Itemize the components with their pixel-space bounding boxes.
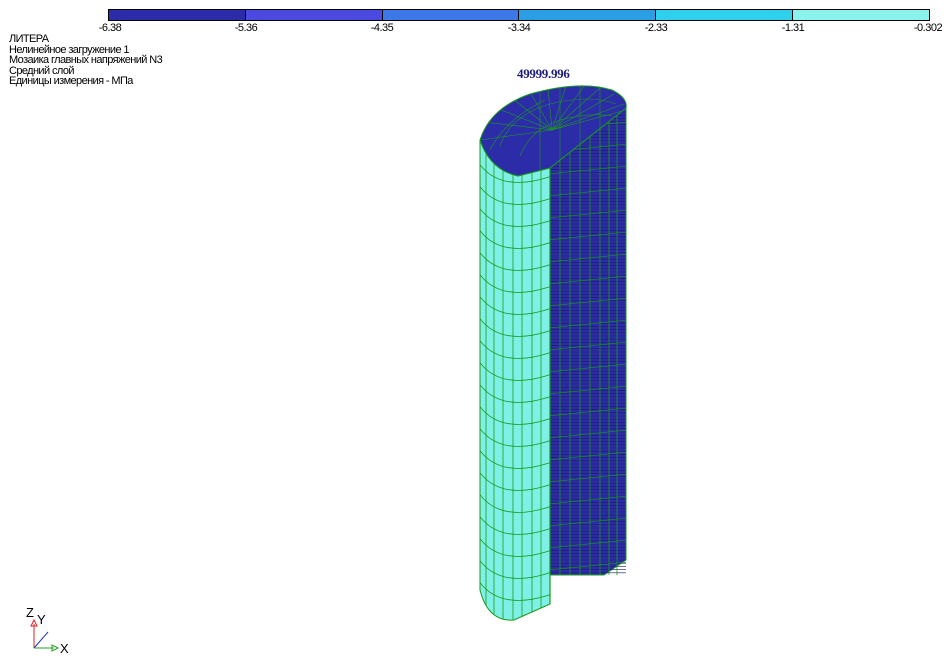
top-cap-face	[479, 85, 627, 177]
y-axis-line	[33, 631, 49, 649]
z-axis-arrow-icon	[30, 618, 38, 627]
legend-segment	[519, 10, 657, 20]
legend-segment	[656, 10, 794, 20]
legend-value: -4.35	[370, 22, 394, 34]
legend-value: -0.302	[913, 22, 943, 34]
legend-value: -1.31	[781, 22, 805, 34]
legend-value: -2.33	[644, 22, 668, 34]
layer-name: Средний слой	[9, 64, 74, 77]
y-axis-label: Y	[37, 612, 46, 627]
z-axis-label: Z	[26, 605, 34, 620]
legend-value: -5.36	[234, 22, 258, 34]
result-info-block: ЛИТЕРА Нелинейное загружение 1 Мозаика г…	[9, 33, 163, 87]
legend-segment	[109, 10, 246, 20]
legend-segment	[245, 10, 383, 20]
x-axis-label: X	[60, 641, 69, 656]
legend-segment	[382, 10, 520, 20]
x-axis-arrow-icon	[51, 644, 60, 652]
legend-segment	[793, 10, 929, 20]
units-label: Единицы измерения - МПа	[9, 75, 133, 87]
color-scale-bar	[108, 9, 930, 21]
load-case: Нелинейное загружение 1	[9, 43, 130, 56]
front-flat-face	[549, 100, 627, 576]
project-name: ЛИТЕРА	[9, 33, 49, 45]
outer-curved-face	[479, 139, 551, 621]
legend-value: -3.34	[507, 22, 531, 34]
legend-value: -6.38	[98, 22, 122, 34]
color-scale-labels: -6.38 -5.36 -4.35 -3.34 -2.33 -1.31 -0.3…	[0, 22, 950, 36]
max-value-label: 49999.996	[517, 66, 570, 81]
result-type: Мозаика главных напряжений N3	[9, 54, 163, 66]
axis-triad: Z Y X	[26, 605, 69, 656]
